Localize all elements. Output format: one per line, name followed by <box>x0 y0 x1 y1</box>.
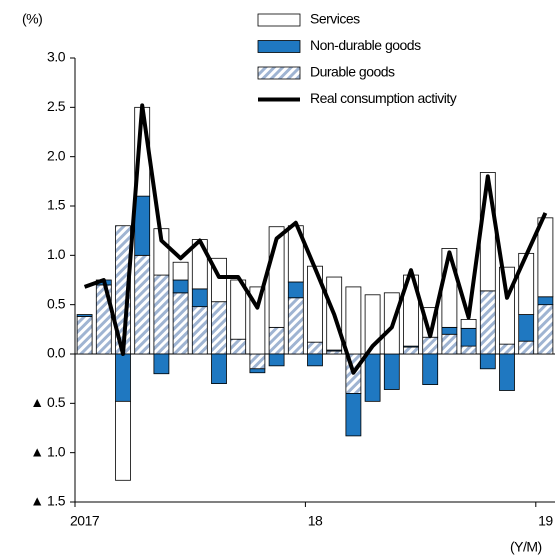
x-tick-label: 18 <box>308 513 323 529</box>
line <box>83 103 548 375</box>
bar-segment <box>76 316 93 355</box>
bar-segment <box>422 353 439 385</box>
legend-label: Real consumption activity <box>310 90 457 106</box>
y-tick-label: 0.0 <box>47 345 66 361</box>
bar-segment <box>422 336 439 355</box>
bar-segment <box>153 353 170 375</box>
bar-segment <box>76 314 93 317</box>
bar-segment <box>172 279 189 294</box>
bar-segment <box>479 353 496 370</box>
bar-segment <box>499 266 515 345</box>
y-tick-label: ▲ 1.5 <box>30 493 65 509</box>
bar-segment <box>211 301 227 355</box>
x-tick-label: 2017 <box>70 513 100 529</box>
bar-segment <box>115 400 131 481</box>
bar-segment <box>441 326 458 335</box>
bar-segment <box>460 345 477 355</box>
bar-segment <box>479 290 496 355</box>
bar-segment <box>172 261 189 281</box>
bar-segment <box>537 304 554 355</box>
x-tick-label: 19 <box>538 513 553 529</box>
bar-segment <box>287 297 304 355</box>
bar-segment <box>403 346 419 355</box>
bar-segment <box>191 306 208 355</box>
bar-segment <box>537 217 554 298</box>
bar-segment <box>307 341 323 355</box>
y-tick-label: 3.0 <box>47 49 66 65</box>
bar-segment <box>345 393 362 437</box>
legend-swatch <box>257 40 301 53</box>
y-tick-label: 1.0 <box>47 246 66 262</box>
bar-segment <box>518 340 535 355</box>
bar-segment <box>364 353 381 402</box>
bar-segment <box>364 294 381 355</box>
y-tick-label: 0.5 <box>47 295 66 311</box>
y-tick-label: 2.0 <box>47 147 66 163</box>
bar-segment <box>307 353 323 367</box>
bar-segment <box>153 274 170 355</box>
bar-segment <box>134 195 151 256</box>
y-tick-label: ▲ 0.5 <box>30 394 65 410</box>
bar-segment <box>249 368 266 374</box>
bar-segment <box>287 281 304 299</box>
bar-segment <box>134 254 151 355</box>
y-unit-label: (%) <box>22 11 42 27</box>
legend-swatch <box>257 66 301 80</box>
bar-segment <box>268 326 285 355</box>
bar-segment <box>345 286 362 355</box>
legend-swatch <box>257 13 301 27</box>
bar-segment <box>191 288 208 308</box>
y-tick-label: 2.5 <box>47 98 66 114</box>
bar-segment <box>172 292 189 355</box>
bar-segment <box>211 353 227 385</box>
bar-segment <box>441 333 458 355</box>
legend-label: Durable goods <box>310 64 395 80</box>
y-tick-label: ▲ 1.0 <box>30 443 65 459</box>
bar-segment <box>518 314 535 342</box>
bar-segment <box>326 350 343 355</box>
bar-segment <box>230 338 247 355</box>
bar-segment <box>460 327 477 347</box>
y-tick-label: 1.5 <box>47 197 66 213</box>
bar-segment <box>249 353 266 370</box>
bar-segment <box>383 353 400 390</box>
bar-segment <box>499 343 515 355</box>
x-unit-label: (Y/M) <box>510 539 542 555</box>
bar-segment <box>460 319 477 329</box>
legend-label: Non-durable goods <box>310 37 421 53</box>
bar-segment <box>499 353 515 391</box>
bar-segment <box>268 353 285 367</box>
legend-label: Services <box>310 11 360 27</box>
bar-segment <box>115 353 131 402</box>
bar-segment <box>537 296 554 306</box>
